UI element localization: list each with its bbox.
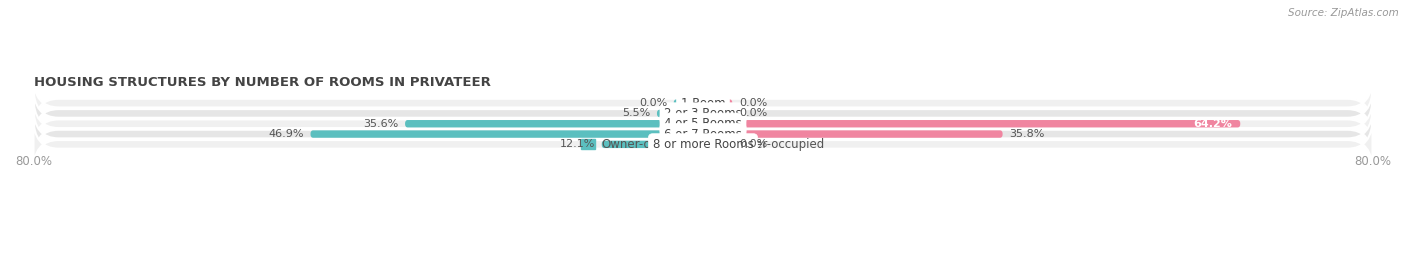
Text: 0.0%: 0.0% (740, 98, 768, 108)
FancyBboxPatch shape (703, 130, 1002, 138)
FancyBboxPatch shape (34, 118, 1372, 171)
FancyBboxPatch shape (602, 141, 703, 148)
Text: 46.9%: 46.9% (269, 129, 304, 139)
Text: 64.2%: 64.2% (1194, 119, 1232, 129)
Text: 35.6%: 35.6% (363, 119, 398, 129)
FancyBboxPatch shape (34, 87, 1372, 140)
Text: 6 or 7 Rooms: 6 or 7 Rooms (664, 128, 742, 140)
FancyBboxPatch shape (703, 110, 733, 117)
Text: 2 or 3 Rooms: 2 or 3 Rooms (664, 107, 742, 120)
FancyBboxPatch shape (703, 100, 733, 107)
Text: 35.8%: 35.8% (1010, 129, 1045, 139)
Text: 0.0%: 0.0% (638, 98, 666, 108)
Text: 0.0%: 0.0% (740, 139, 768, 149)
FancyBboxPatch shape (673, 100, 703, 107)
FancyBboxPatch shape (703, 141, 733, 148)
Text: Source: ZipAtlas.com: Source: ZipAtlas.com (1288, 8, 1399, 18)
Text: 12.1%: 12.1% (560, 139, 595, 149)
FancyBboxPatch shape (34, 97, 1372, 150)
Text: 8 or more Rooms: 8 or more Rooms (652, 138, 754, 151)
Text: 0.0%: 0.0% (740, 108, 768, 118)
Legend: Owner-occupied, Renter-occupied: Owner-occupied, Renter-occupied (576, 133, 830, 156)
FancyBboxPatch shape (405, 120, 703, 128)
FancyBboxPatch shape (657, 110, 703, 117)
FancyBboxPatch shape (34, 107, 1372, 161)
Text: HOUSING STRUCTURES BY NUMBER OF ROOMS IN PRIVATEER: HOUSING STRUCTURES BY NUMBER OF ROOMS IN… (34, 76, 491, 89)
FancyBboxPatch shape (703, 120, 1240, 128)
Text: 5.5%: 5.5% (621, 108, 651, 118)
Text: 1 Room: 1 Room (681, 97, 725, 109)
FancyBboxPatch shape (34, 76, 1372, 130)
Text: 4 or 5 Rooms: 4 or 5 Rooms (664, 117, 742, 130)
FancyBboxPatch shape (311, 130, 703, 138)
